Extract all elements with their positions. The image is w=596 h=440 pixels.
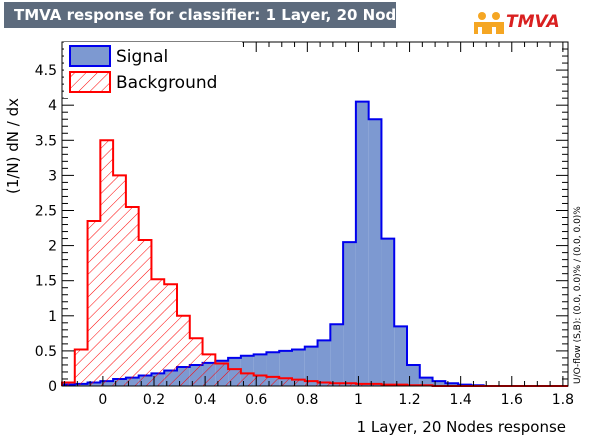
y-tick-label: 2.5 — [35, 203, 57, 219]
background-bar — [215, 363, 229, 386]
signal-bar — [304, 346, 318, 386]
x-tick-label: 1.4 — [450, 392, 472, 408]
y-tick-label: 4 — [48, 98, 57, 114]
y-tick-label: 0.5 — [35, 344, 57, 360]
signal-bar — [355, 101, 369, 387]
background-bar — [240, 373, 254, 386]
signal-bar — [368, 119, 382, 386]
background-bar — [62, 382, 75, 386]
legend-swatch-background — [69, 71, 111, 93]
tmva-logo-icon — [474, 12, 504, 34]
logo-text: TMVA — [506, 12, 560, 32]
y-tick-label: 2 — [48, 239, 57, 255]
background-bar — [330, 383, 344, 386]
background-bar — [202, 354, 216, 386]
background-bar — [304, 381, 318, 386]
x-tick-label: 1.6 — [501, 392, 523, 408]
signal-bar — [407, 364, 420, 386]
y-tick-label: 3 — [48, 168, 57, 184]
x-tick-label: 0.2 — [143, 392, 165, 408]
signal-bar — [317, 340, 331, 386]
x-tick-label: 0.6 — [245, 392, 267, 408]
signal-bar — [279, 350, 292, 386]
y-tick-label: 0 — [48, 379, 57, 395]
chart-title: TMVA response for classifier: 1 Layer, 2… — [4, 2, 415, 28]
x-axis-title: 1 Layer, 20 Nodes response — [357, 418, 566, 436]
background-bar — [87, 221, 101, 386]
legend-label-background: Background — [116, 73, 217, 93]
background-bar — [164, 284, 177, 386]
signal-bar — [292, 349, 305, 386]
signal-bar — [330, 324, 344, 386]
background-bar — [368, 383, 382, 386]
signal-bar — [419, 377, 433, 386]
x-tick-label: 1.2 — [398, 392, 420, 408]
background-bar — [125, 206, 139, 386]
background-bar — [355, 383, 369, 386]
signal-bar — [381, 238, 395, 386]
background-bar — [343, 383, 356, 386]
legend-label-signal: Signal — [116, 47, 168, 67]
x-tick-label: 1.8 — [552, 392, 574, 408]
signal-bar — [394, 326, 407, 386]
legend: Signal Background — [64, 42, 242, 98]
overflow-note: U/O-flow (S,B): (0.0, 0.0)% / (0.0, 0.0)… — [573, 206, 583, 384]
signal-bar — [445, 383, 459, 386]
background-bar — [138, 239, 152, 386]
background-bar — [74, 349, 88, 386]
y-tick-label: 3.5 — [35, 133, 57, 149]
x-tick-label: 1 — [354, 392, 363, 408]
y-tick-label: 4.5 — [35, 63, 57, 79]
y-tick-label: 1.5 — [35, 274, 57, 290]
signal-bar — [343, 242, 356, 386]
y-axis-title: (1/N) dN / dx — [4, 98, 22, 194]
x-tick-label: 0.8 — [296, 392, 318, 408]
background-bar — [113, 175, 126, 386]
y-tick-label: 1 — [48, 309, 57, 325]
background-bar — [292, 379, 305, 386]
background-bar — [317, 382, 331, 386]
background-bar — [177, 315, 190, 386]
plot-frame — [61, 41, 569, 387]
background-bar — [253, 375, 267, 386]
background-bar — [266, 376, 280, 386]
background-bar — [151, 279, 165, 386]
legend-swatch-signal — [69, 45, 111, 67]
signal-bar — [432, 381, 446, 386]
background-bar — [279, 378, 292, 386]
x-tick-label: 0 — [98, 392, 107, 408]
background-bar — [189, 338, 203, 386]
background-bar — [228, 369, 241, 386]
background-bar — [100, 140, 114, 386]
x-tick-label: 0.4 — [194, 392, 216, 408]
